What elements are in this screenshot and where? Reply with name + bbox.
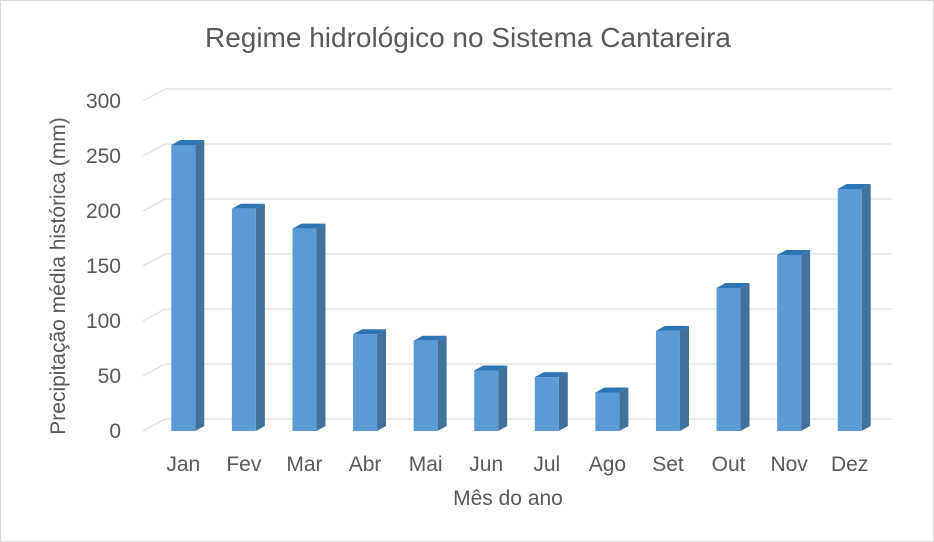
bar-top (534, 372, 568, 378)
bar-jul (534, 372, 568, 431)
x-tick-label: Ago (589, 453, 626, 476)
x-tick-label: Jan (166, 453, 200, 476)
gridline-diagonal (142, 253, 166, 267)
gridline-diagonal (142, 88, 166, 102)
bar (534, 377, 559, 431)
x-axis-ticks: Jan Fev Mar Abr Mai Jun Jul Ago Set Out Nov Dez (166, 453, 868, 476)
bar-top (413, 335, 447, 341)
x-tick-label: Jun (469, 453, 503, 476)
bar-side (558, 372, 568, 431)
bar-side (801, 250, 811, 431)
bar-side (498, 365, 508, 431)
bar-top (837, 184, 871, 189)
bar-top (595, 387, 629, 393)
y-axis-ticks: 0 50 100 150 200 250 300 (86, 90, 121, 443)
bar-top (655, 325, 689, 331)
bar-side (377, 329, 387, 431)
gridline-diagonal (142, 143, 166, 157)
bar-side (679, 325, 689, 431)
bar-jun (474, 365, 508, 431)
bar-side (316, 223, 326, 431)
bar-top (474, 365, 508, 371)
x-tick-label: Fev (226, 453, 262, 476)
bar-side (861, 184, 871, 431)
gridline-diagonal (142, 198, 166, 212)
bar (655, 330, 680, 431)
bar-top (716, 283, 750, 288)
bar-side (740, 283, 750, 431)
y-tick-label: 250 (86, 145, 121, 168)
bar-ago (595, 387, 629, 431)
bar (837, 189, 862, 431)
bar (413, 340, 438, 431)
bar-mar (292, 223, 326, 431)
bar (292, 228, 317, 431)
gridline-diagonal (142, 363, 166, 377)
gridlines (142, 88, 892, 432)
x-tick-label: Dez (831, 453, 868, 476)
bar-dez (837, 184, 871, 431)
y-tick-label: 300 (86, 90, 121, 113)
bar (171, 145, 196, 431)
bar-side (437, 335, 447, 431)
bar-top (231, 203, 265, 209)
bars (171, 140, 871, 431)
bar-out (716, 283, 750, 431)
bar (777, 255, 802, 431)
bar (716, 288, 741, 431)
x-tick-label: Nov (770, 453, 808, 476)
gridline-diagonal (142, 308, 166, 322)
gridline-diagonal (142, 418, 166, 432)
bar (231, 208, 256, 431)
bar-top (353, 329, 387, 335)
bar-set (655, 325, 689, 431)
bar-abr (353, 329, 387, 431)
y-tick-label: 50 (98, 365, 121, 388)
bar (353, 334, 378, 431)
x-tick-label: Set (652, 453, 684, 476)
bar-side (255, 203, 265, 431)
bar-top (292, 223, 326, 229)
y-tick-label: 100 (86, 310, 121, 333)
bar-fev (231, 203, 265, 431)
y-axis-label: Precipitação média histórica (mm) (47, 117, 70, 434)
bar (595, 392, 620, 431)
x-tick-label: Mai (409, 453, 443, 476)
y-tick-label: 200 (86, 200, 121, 223)
x-axis-label: Mês do ano (453, 487, 563, 510)
bar-side (195, 140, 205, 431)
x-tick-label: Abr (349, 453, 382, 476)
bar-top (777, 250, 811, 255)
bar (474, 370, 499, 431)
bar-side (619, 387, 629, 431)
bar-top (171, 140, 205, 145)
bar-nov (777, 250, 811, 431)
x-tick-label: Mar (286, 453, 322, 476)
y-tick-label: 150 (86, 255, 121, 278)
bar-jan (171, 140, 205, 431)
y-tick-label: 0 (109, 420, 121, 443)
chart-title: Regime hidrológico no Sistema Cantareira (205, 22, 731, 53)
x-tick-label: Jul (533, 453, 560, 476)
bar-mai (413, 335, 447, 431)
x-tick-label: Out (712, 453, 746, 476)
